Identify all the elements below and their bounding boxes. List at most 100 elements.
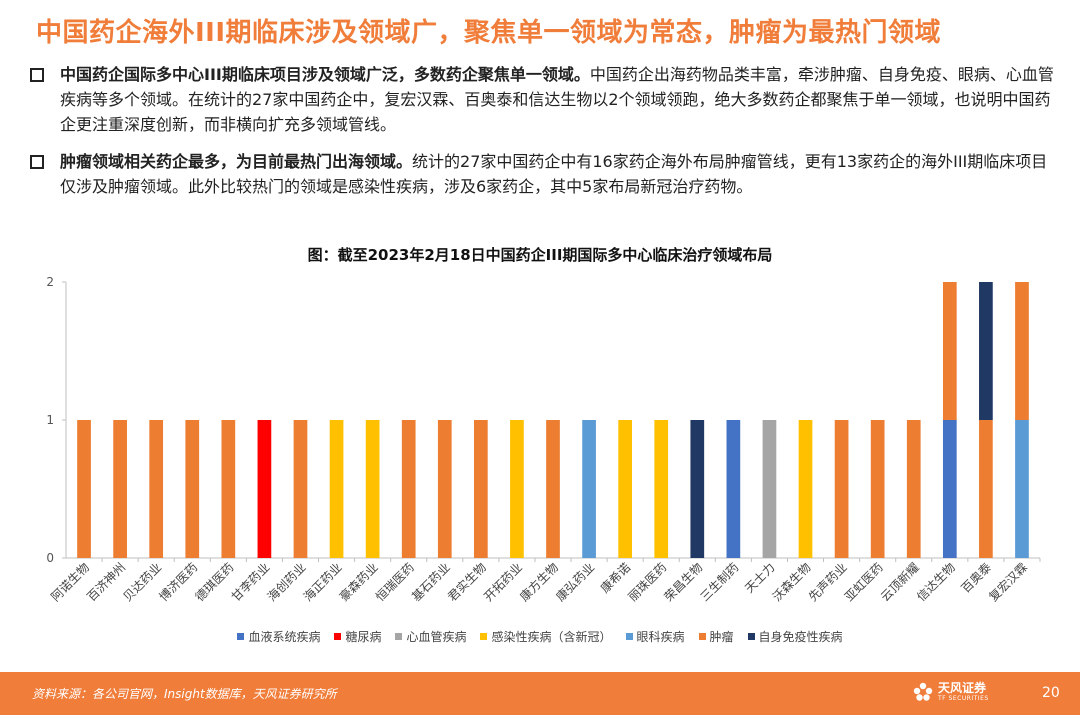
bar-segment [473, 420, 488, 558]
x-tick-label: 开拓药业 [481, 560, 525, 604]
y-tick-label: 1 [46, 413, 54, 427]
bullet-text: 中国药企国际多中心III期临床项目涉及领域广泛，多数药企聚焦单一领域。中国药企出… [60, 62, 1060, 137]
bar-segment [582, 420, 596, 558]
x-tick-label: 博济医药 [156, 560, 201, 605]
legend-swatch [625, 633, 633, 640]
legend-swatch [395, 633, 403, 640]
bar-segment [906, 420, 921, 558]
x-tick-label: 康希诺 [597, 560, 633, 596]
bar-segment [329, 420, 344, 558]
legend-swatch [747, 633, 755, 640]
x-tick-label: 三生制药 [698, 560, 742, 604]
bar-segment [510, 420, 524, 558]
legend-label: 感染性疾病（含新冠） [491, 630, 612, 644]
bar-segment [293, 420, 308, 558]
logo-text: 天风证券 [938, 681, 987, 695]
legend-label: 肿瘤 [709, 630, 734, 644]
x-tick-label: 贝达药业 [120, 560, 164, 604]
x-tick-label: 荣昌生物 [662, 560, 706, 604]
x-tick-label: 康方生物 [517, 560, 562, 605]
square-bullet-icon [30, 68, 44, 82]
bar-segment [113, 420, 127, 558]
x-tick-label: 阿诺生物 [48, 560, 92, 604]
bar-segment [185, 420, 200, 558]
bullet-heading: 中国药企国际多中心III期临床项目涉及领域广泛，多数药企聚焦单一领域。 [60, 65, 590, 84]
legend-label: 糖尿病 [345, 630, 382, 644]
x-tick-label: 天士力 [742, 560, 777, 595]
bar-segment [654, 420, 669, 558]
bar-segment [77, 420, 91, 558]
bar-segment [979, 282, 993, 420]
bar-segment [221, 420, 236, 558]
legend-label: 眼科疾病 [636, 630, 685, 644]
x-tick-label: 复宏汉霖 [986, 560, 1031, 605]
legend-swatch [480, 633, 488, 640]
bar-segment [1015, 282, 1029, 420]
bar-segment [942, 282, 957, 420]
bar-segment [979, 420, 993, 558]
x-tick-label: 基石药业 [409, 560, 453, 604]
source-note: 资料来源：各公司官网，Insight数据库，天风证券研究所 [32, 687, 337, 701]
x-tick-label: 康弘药业 [553, 560, 598, 605]
bullet-list: 中国药企国际多中心III期临床项目涉及领域广泛，多数药企聚焦单一领域。中国药企出… [30, 62, 1060, 211]
company-logo: 天风证券 TF SECURITIES [912, 681, 989, 703]
bar-segment [546, 420, 560, 558]
logo-subtext: TF SECURITIES [938, 695, 989, 702]
x-tick-label: 甘李药业 [228, 560, 273, 605]
square-bullet-icon [30, 155, 44, 169]
x-tick-label: 亚虹医药 [842, 560, 886, 604]
x-tick-label: 丽珠医药 [625, 560, 669, 604]
footer-bar: 资料来源：各公司官网，Insight数据库，天风证券研究所 天风证券 TF SE… [0, 672, 1080, 715]
legend-label: 心血管疾病 [406, 630, 467, 644]
bar-segment [834, 420, 849, 558]
bullet-text: 肿瘤领域相关药企最多，为目前最热门出海领域。统计的27家中国药企中有16家药企海… [60, 149, 1060, 199]
flower-logo-icon [913, 682, 933, 701]
x-tick-label: 海创药业 [264, 560, 309, 605]
bar-segment [149, 420, 164, 558]
bar-segment [798, 420, 813, 558]
bullet-heading: 肿瘤领域相关药企最多，为目前最热门出海领域。 [60, 152, 413, 171]
bar-segment [257, 420, 272, 558]
x-tick-label: 百奥泰 [959, 560, 994, 595]
x-tick-label: 恒瑞医药 [373, 560, 417, 604]
x-tick-label: 德琪医药 [192, 560, 237, 605]
chart-legend: 血液系统疾病 糖尿病 心血管疾病 感染性疾病（含新冠） 眼科疾病 肿瘤 自身免疫性疾病 [0, 628, 1080, 645]
bar-segment [1015, 420, 1029, 558]
y-tick-label: 0 [46, 551, 54, 565]
legend-swatch [237, 633, 245, 640]
bar-segment [365, 420, 380, 558]
legend-entry: 感染性疾病（含新冠） [480, 628, 612, 645]
stacked-bar-chart: 0 1 2 阿诺生物百济神州贝达药业博济医药德琪医药甘李药业海创药业海正药业豪森药业恒… [46, 275, 1041, 605]
legend-label: 自身免疫性疾病 [758, 630, 843, 644]
y-tick-label: 2 [46, 275, 54, 289]
bar-segment [942, 420, 957, 558]
bullet-body: 中国药企出海药物品类丰富，牵涉肿瘤、自身免疫、眼病、心血管疾病等多个领域。在统计… [60, 65, 1054, 134]
bar-segment [726, 420, 741, 558]
x-tick-label: 百济神州 [84, 560, 129, 605]
bullet-item: 中国药企国际多中心III期临床项目涉及领域广泛，多数药企聚焦单一领域。中国药企出… [30, 62, 1060, 137]
legend-swatch [698, 633, 706, 640]
chart-title: 图：截至2023年2月18日中国药企III期国际多中心临床治疗领域布局 [307, 246, 773, 264]
legend-entry: 肿瘤 [698, 628, 734, 645]
slide-title: 中国药企海外III期临床涉及领域广，聚焦单一领域为常态，肿瘤为最热门领域 [36, 18, 942, 48]
legend-entry: 眼科疾病 [625, 628, 685, 645]
x-tick-label: 云顶新耀 [877, 560, 922, 605]
bar-segment [437, 420, 452, 558]
legend-entry: 糖尿病 [334, 628, 381, 645]
legend-label: 血液系统疾病 [248, 630, 321, 644]
bar-segment [618, 420, 633, 558]
x-tick-label: 先声药业 [806, 560, 850, 604]
legend-swatch [334, 633, 342, 640]
page-number: 20 [1042, 685, 1060, 701]
x-tick-label: 沃森生物 [769, 560, 814, 605]
x-tick-label: 豪森药业 [336, 560, 381, 605]
legend-entry: 心血管疾病 [395, 628, 466, 645]
bar-segment [401, 420, 416, 558]
legend-entry: 血液系统疾病 [237, 628, 320, 645]
legend-entry: 自身免疫性疾病 [747, 628, 843, 645]
bullet-item: 肿瘤领域相关药企最多，为目前最热门出海领域。统计的27家中国药企中有16家药企海… [30, 149, 1060, 199]
x-tick-label: 海正药业 [300, 560, 345, 605]
bar-segment [870, 420, 885, 558]
x-tick-label: 信达生物 [914, 560, 958, 604]
x-tick-label: 君实生物 [444, 560, 489, 605]
